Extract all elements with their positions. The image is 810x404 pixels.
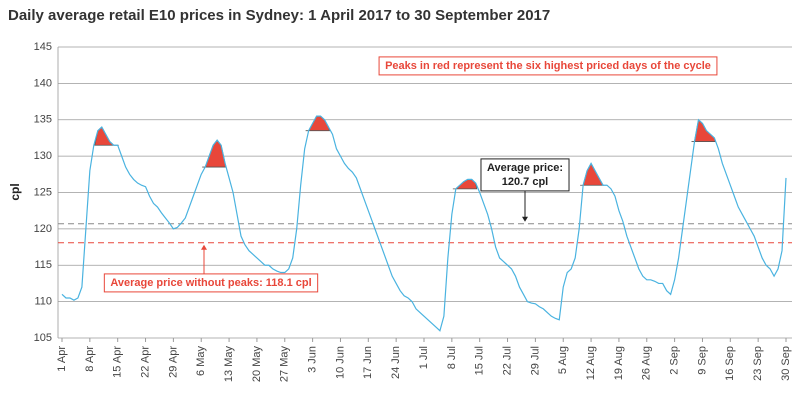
x-tick-label: 19 Aug xyxy=(613,346,625,380)
x-tick-label: 12 Aug xyxy=(585,346,597,380)
x-tick-label: 26 Aug xyxy=(641,346,653,380)
x-tick-label: 8 Jul xyxy=(446,346,458,369)
x-tick-label: 1 Apr xyxy=(56,346,68,372)
x-tick-label: 27 May xyxy=(279,346,291,383)
x-tick-label: 10 Jun xyxy=(334,346,346,379)
x-tick-label: 1 Jul xyxy=(418,346,430,369)
reference-label: Average price: 120.7 cpl xyxy=(480,158,570,192)
y-tick-label: 110 xyxy=(34,296,52,308)
x-tick-label: 29 Apr xyxy=(167,346,179,378)
x-tick-label: 29 Jul xyxy=(529,346,541,375)
x-tick-label: 3 Jun xyxy=(307,346,319,373)
arrow-head xyxy=(522,216,528,222)
x-tick-label: 23 Sep xyxy=(752,346,764,381)
x-tick-label: 16 Sep xyxy=(724,346,736,381)
x-tick-label: 17 Jun xyxy=(362,346,374,379)
x-tick-label: 24 Jun xyxy=(390,346,402,379)
note: Peaks in red represent the six highest p… xyxy=(378,56,718,76)
y-tick-label: 135 xyxy=(34,114,52,126)
x-tick-label: 13 May xyxy=(223,346,235,383)
reference-label-text: 120.7 cpl xyxy=(502,176,548,188)
note-box xyxy=(378,56,718,76)
x-tick-label: 5 Aug xyxy=(557,346,569,374)
y-tick-label: 140 xyxy=(34,77,52,89)
y-axis-label: cpl xyxy=(8,183,22,200)
x-tick-label: 6 May xyxy=(195,346,207,376)
x-tick-label: 22 Jul xyxy=(501,346,513,375)
reference-label-box xyxy=(480,158,570,192)
x-tick-label: 8 Apr xyxy=(84,346,96,372)
chart-title: Daily average retail E10 prices in Sydne… xyxy=(8,7,550,24)
x-tick-label: 30 Sep xyxy=(780,346,792,381)
y-tick-label: 115 xyxy=(34,259,52,271)
reference-label-text: Average price: xyxy=(487,162,563,174)
reference-label-text: Average price without peaks: 118.1 cpl xyxy=(110,277,311,289)
y-tick-label: 130 xyxy=(34,150,52,162)
x-tick-label: 2 Sep xyxy=(669,346,681,375)
x-tick-label: 15 Jul xyxy=(474,346,486,375)
x-tick-label: 9 Sep xyxy=(696,346,708,375)
x-tick-label: 20 May xyxy=(251,346,263,383)
y-tick-label: 125 xyxy=(34,186,52,198)
reference-label: Average price without peaks: 118.1 cpl xyxy=(103,273,319,293)
x-tick-label: 22 Apr xyxy=(139,346,151,378)
note-text: Peaks in red represent the six highest p… xyxy=(385,60,711,72)
x-tick-label: 15 Apr xyxy=(112,346,124,378)
arrow-head xyxy=(201,244,207,250)
reference-label-box xyxy=(103,273,319,293)
y-tick-label: 105 xyxy=(34,332,52,344)
price-line xyxy=(61,115,787,332)
y-tick-label: 145 xyxy=(34,41,52,53)
y-tick-label: 120 xyxy=(34,223,52,235)
